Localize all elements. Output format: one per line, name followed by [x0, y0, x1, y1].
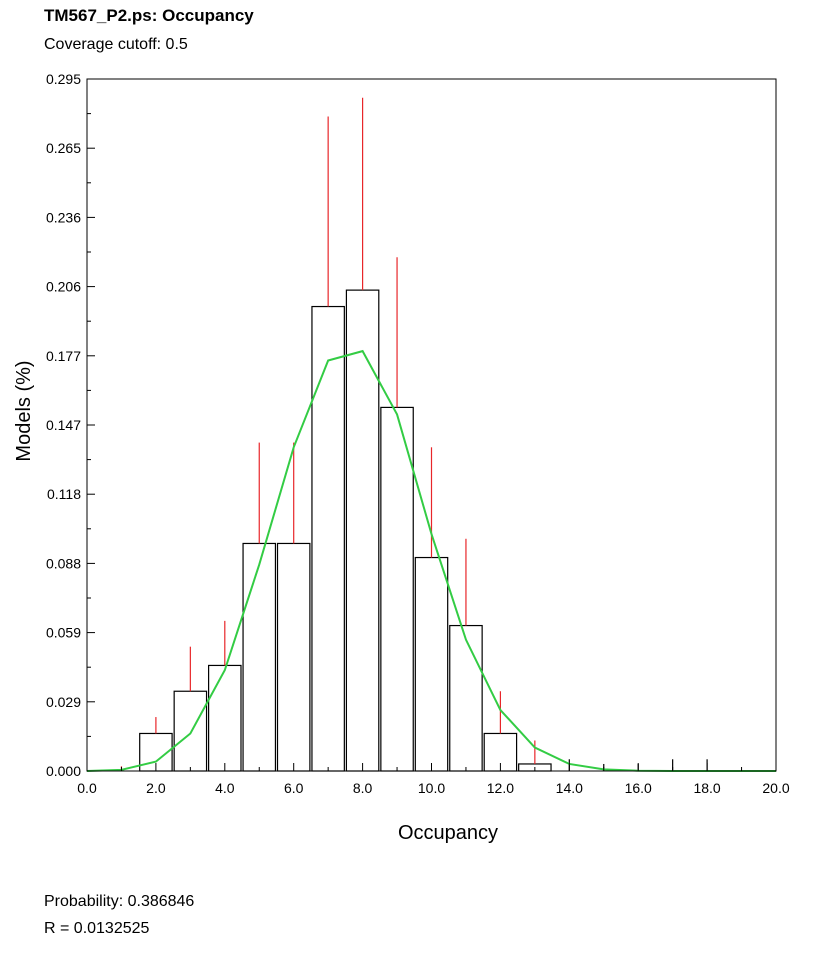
chart-subtitle: Coverage cutoff: 0.5 — [44, 36, 188, 53]
chart-title: TM567_P2.ps: Occupancy — [44, 6, 254, 25]
y-tick-label: 0.118 — [47, 486, 81, 502]
x-tick-label: 6.0 — [284, 780, 304, 796]
x-axis-label: Occupancy — [398, 822, 498, 844]
histogram-bar — [345, 289, 380, 772]
y-tick-label: 0.206 — [46, 279, 81, 295]
histogram-bar — [242, 542, 277, 772]
y-tick-label: 0.088 — [46, 555, 81, 571]
probability-readout: Probability: 0.386846 — [44, 893, 195, 910]
histogram-bar — [173, 690, 208, 772]
histogram-bar — [311, 305, 345, 772]
x-tick-label: 20.0 — [762, 780, 789, 796]
axes-layer: 0.0 2.0 4.0 6.0 8.0 10.0 12.0 14.0 16.0 18.0 20.0 0… — [46, 71, 790, 796]
occupancy-histogram: 0.0 2.0 4.0 6.0 8.0 10.0 12.0 14.0 16.0 18.0 20.0 0… — [13, 71, 790, 844]
y-tick-label: 0.147 — [46, 417, 81, 433]
x-tick-label: 8.0 — [353, 780, 373, 796]
bars-layer — [139, 289, 552, 772]
y-tick-label: 0.265 — [46, 140, 81, 156]
histogram-bar — [414, 556, 449, 772]
x-tick-label: 12.0 — [487, 780, 514, 796]
x-tick-label: 16.0 — [625, 780, 652, 796]
histogram-bar — [449, 624, 483, 772]
y-tick-label: 0.236 — [46, 209, 81, 225]
histogram-bar — [380, 406, 414, 772]
y-axis-label: Models (%) — [13, 360, 35, 461]
x-tick-label: 18.0 — [693, 780, 720, 796]
y-tick-label: 0.295 — [46, 71, 81, 87]
y-tick-label: 0.177 — [46, 348, 81, 364]
y-tick-label: 0.029 — [46, 694, 81, 710]
error-bars-layer — [120, 97, 708, 771]
histogram-bar — [208, 664, 242, 772]
x-tick-label: 2.0 — [146, 780, 166, 796]
x-tick-label: 0.0 — [77, 780, 97, 796]
y-tick-label: 0.059 — [46, 625, 81, 641]
r-value-readout: R = 0.0132525 — [44, 920, 150, 937]
y-tick-label: 0.000 — [46, 763, 81, 779]
x-tick-label: 14.0 — [556, 780, 583, 796]
histogram-bar — [276, 542, 311, 772]
x-tick-label: 10.0 — [418, 780, 445, 796]
x-tick-label: 4.0 — [215, 780, 235, 796]
